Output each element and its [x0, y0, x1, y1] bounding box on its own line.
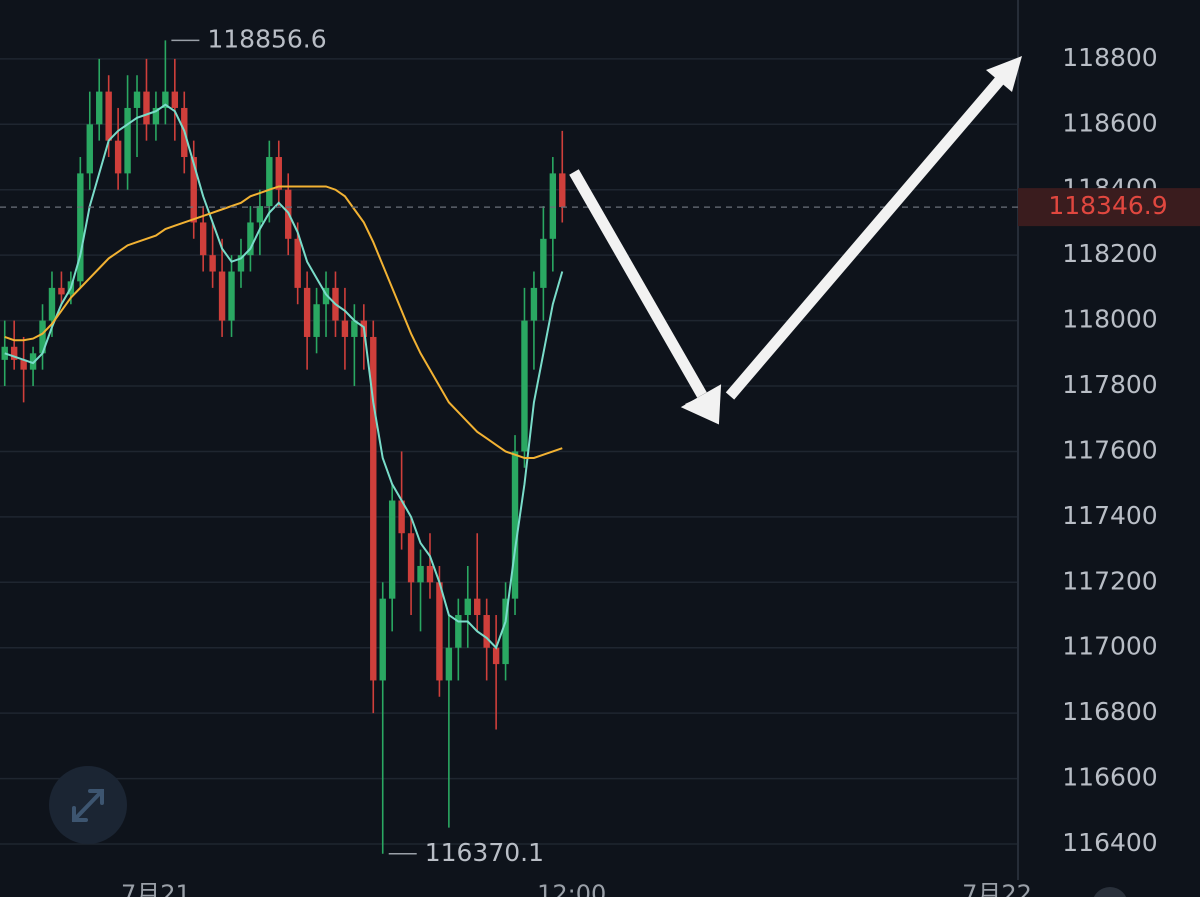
candle-body — [20, 359, 27, 370]
candle-body — [417, 565, 424, 583]
candle-body — [445, 647, 453, 681]
last-price-label: 118346.9 — [1048, 191, 1167, 220]
candle-body — [492, 647, 500, 665]
y-tick-label: 117200 — [1062, 566, 1157, 595]
candle-body — [549, 173, 557, 239]
candle-body — [540, 238, 547, 288]
candle-body — [322, 287, 330, 305]
x-tick-label: 7月21 — [121, 880, 191, 897]
annotation-arrows — [569, 56, 1022, 425]
y-tick-label: 117000 — [1062, 632, 1157, 661]
corner-button[interactable] — [1092, 887, 1128, 897]
arrow-down-shaft — [569, 169, 707, 398]
y-tick-label: 117600 — [1062, 435, 1157, 464]
candle-body — [124, 107, 131, 174]
candle-body — [247, 222, 254, 256]
moving-average-line — [4, 185, 563, 459]
candle-body — [341, 320, 349, 337]
candle-body — [455, 615, 462, 648]
candle-body — [388, 500, 396, 599]
candle-body — [379, 598, 386, 681]
x-tick-label: 12:00 — [537, 880, 606, 897]
y-tick-label: 116600 — [1062, 763, 1157, 792]
candle-body — [436, 582, 443, 681]
y-tick-label: 117400 — [1062, 501, 1157, 530]
y-tick-label: 118200 — [1062, 239, 1157, 268]
expand-icon — [72, 789, 104, 822]
candle-body — [426, 565, 434, 583]
candle-body — [511, 451, 519, 599]
candle-body — [530, 287, 538, 321]
candle-body — [199, 222, 207, 256]
candle-body — [114, 140, 122, 174]
arrow-up-shaft — [725, 76, 1005, 400]
candle-body — [190, 157, 197, 223]
candle-body — [152, 107, 160, 125]
candle-body — [105, 91, 112, 141]
candle-body — [218, 271, 226, 321]
candle-body — [86, 124, 93, 174]
max-label: 118856.6 — [207, 24, 326, 53]
candle-body — [209, 255, 216, 272]
candle-body — [474, 598, 481, 616]
arrow-up-head — [986, 56, 1022, 92]
candle-body — [464, 598, 471, 616]
y-tick-label: 118600 — [1062, 108, 1157, 137]
expand-button[interactable] — [49, 766, 127, 844]
candle-body — [171, 91, 179, 108]
y-tick-label: 118000 — [1062, 305, 1157, 334]
candle-body — [313, 304, 320, 337]
candle-body — [370, 336, 377, 681]
candle-body — [398, 500, 405, 534]
candle-body — [351, 320, 358, 337]
plot — [1, 40, 566, 854]
candle-body — [521, 320, 528, 452]
candle-body — [39, 320, 46, 354]
y-tick-label: 118800 — [1062, 43, 1157, 72]
y-tick-label: 116400 — [1062, 828, 1157, 857]
candle-body — [294, 238, 301, 288]
y-tick-label: 117800 — [1062, 370, 1157, 399]
moving-average-line — [4, 103, 564, 650]
candle-body — [58, 287, 65, 295]
candle-body — [96, 91, 103, 125]
candle-body — [143, 91, 150, 125]
candle-body — [502, 598, 509, 665]
candle-body — [275, 157, 282, 190]
candle-body — [256, 206, 264, 223]
candle-body — [303, 287, 311, 337]
candle-body — [559, 173, 566, 208]
candle-body — [228, 271, 235, 321]
candle-body — [48, 287, 56, 321]
overlay: 116400 116600 116800 117000 117200 117400 1176… — [0, 24, 1200, 897]
last-price-tag — [1018, 188, 1200, 227]
candle-body — [266, 157, 273, 207]
candle-body — [133, 91, 141, 108]
candle-body — [483, 615, 490, 648]
y-tick-label: 116800 — [1062, 697, 1157, 726]
candle-body — [77, 173, 84, 282]
candle-body — [29, 353, 37, 370]
candle-body — [162, 91, 169, 108]
candle-body — [237, 255, 245, 272]
min-label: 116370.1 — [425, 838, 544, 867]
candle-body — [407, 533, 415, 583]
x-tick-label: 7月22 — [962, 880, 1032, 897]
arrow-down-head-outline — [680, 384, 722, 425]
candle-body — [10, 346, 18, 360]
